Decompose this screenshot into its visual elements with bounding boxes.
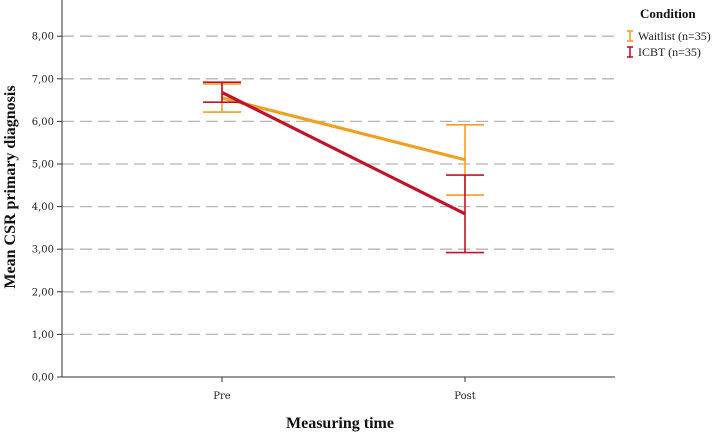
y-axis-title: Mean CSR primary diagnosis [2, 85, 19, 288]
legend-label: Waitlist (n=35) [638, 29, 711, 43]
y-tick-label: 2,00 [32, 287, 54, 298]
series-lines [221, 91, 466, 216]
series-line [221, 91, 466, 216]
y-tick-label: 0,00 [32, 373, 54, 384]
x-axis-title: Measuring time [286, 415, 394, 432]
y-tick-label: 8,00 [32, 32, 54, 43]
series-line [221, 96, 466, 162]
y-tick-label: 5,00 [32, 160, 54, 171]
y-tick-label: 7,00 [32, 74, 54, 85]
legend-item: ICBT (n=35) [627, 45, 701, 59]
y-tick-label: 3,00 [32, 245, 54, 256]
legend-item: Waitlist (n=35) [627, 29, 711, 43]
y-tick-label: 1,00 [32, 330, 54, 341]
x-tick-label: Pre [213, 391, 231, 402]
x-tick-label: Post [454, 391, 476, 402]
legend-title: Condition [640, 6, 696, 21]
y-tick-label: 4,00 [32, 202, 54, 213]
tick-labels: 0,00 1,00 2,00 3,00 4,00 5,00 6,00 7,00 8,00 Pre P… [32, 32, 476, 402]
gridlines [62, 35, 615, 336]
legend-items: Waitlist (n=35) ICBT (n=35) [627, 29, 711, 59]
axes [57, 0, 615, 382]
y-tick-label: 6,00 [32, 117, 54, 128]
legend: Condition Waitlist (n=35) ICBT (n=35) [627, 6, 711, 59]
legend-label: ICBT (n=35) [638, 45, 701, 59]
error-bars [203, 81, 484, 254]
